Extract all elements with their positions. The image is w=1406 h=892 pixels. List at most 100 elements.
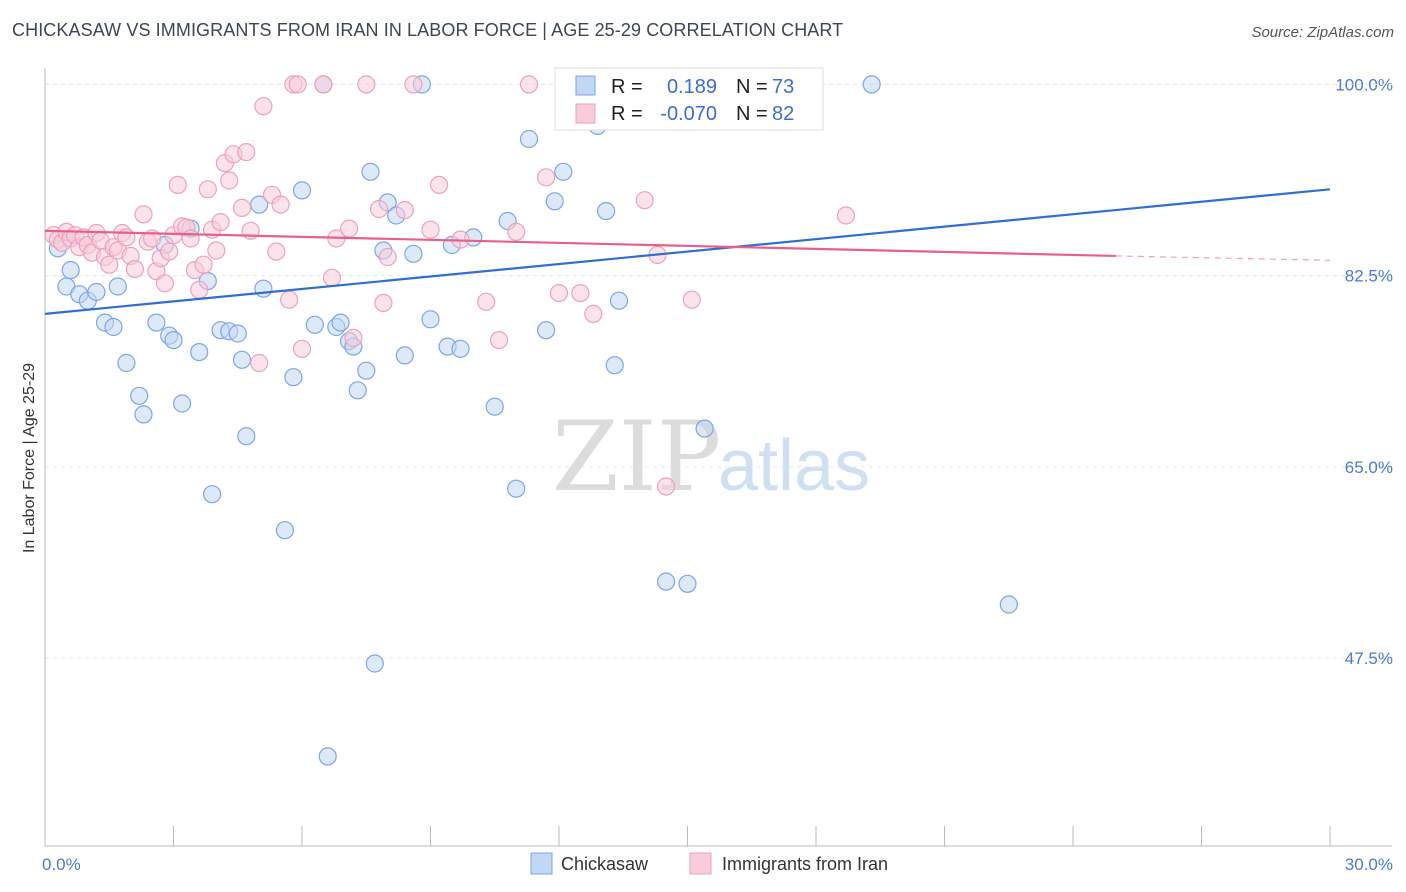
point-chickasaw	[318, 747, 337, 766]
point-iran	[322, 268, 342, 287]
point-iran	[656, 477, 676, 496]
y-tick-label: 47.5%	[1345, 649, 1393, 668]
point-chickasaw	[147, 313, 166, 332]
point-iran	[190, 280, 209, 299]
point-chickasaw	[862, 75, 881, 94]
point-chickasaw	[104, 317, 123, 337]
legend-n-value-1: 73	[772, 76, 794, 98]
axes: 0.0% 30.0%	[42, 68, 1393, 874]
chart-title: CHICKASAW VS IMMIGRANTS FROM IRAN IN LAB…	[12, 20, 844, 40]
point-chickasaw	[404, 244, 423, 263]
legend-r-label-2: R =	[611, 103, 643, 125]
grid-lines: 100.0% 82.5% 65.0% 47.5%	[45, 75, 1393, 668]
point-iran	[357, 75, 376, 94]
y-tick-label: 65.0%	[1345, 458, 1393, 477]
point-chickasaw	[305, 315, 324, 334]
trend-line-iran	[44, 229, 1116, 258]
point-iran	[194, 255, 213, 274]
x-tick-label-max: 30.0%	[1345, 855, 1393, 874]
point-chickasaw	[87, 282, 106, 302]
point-chickasaw	[507, 479, 526, 498]
point-chickasaw	[357, 361, 376, 380]
point-chickasaw	[519, 129, 539, 149]
point-chickasaw	[348, 381, 367, 400]
legend-n-label-2: N =	[736, 103, 768, 125]
point-iran	[635, 191, 654, 210]
series-legend-chickasaw: Chickasaw	[561, 854, 649, 874]
point-iran	[220, 171, 239, 190]
point-iran	[584, 304, 603, 323]
watermark-zip: ZIP	[552, 401, 721, 513]
point-chickasaw	[232, 350, 252, 369]
watermark-atlas: atlas	[718, 426, 870, 506]
point-iran	[211, 213, 230, 232]
point-chickasaw	[173, 394, 192, 413]
point-chickasaw	[605, 356, 624, 375]
point-chickasaw	[237, 427, 256, 446]
point-chickasaw	[203, 485, 222, 504]
point-iran	[536, 168, 556, 187]
series-legend: Chickasaw Immigrants from Iran	[530, 852, 888, 875]
point-iran	[395, 201, 414, 220]
point-iran	[117, 228, 136, 247]
point-iran	[250, 353, 269, 373]
legend-n-label-1: N =	[736, 76, 768, 98]
point-chickasaw	[656, 572, 676, 591]
point-iran	[344, 328, 363, 347]
point-iran	[292, 339, 312, 358]
y-axis-label: In Labor Force | Age 25-29	[21, 363, 38, 553]
legend: R = 0.189 N = 73 R = -0.070 N = 82	[554, 67, 824, 131]
point-chickasaw	[451, 339, 470, 358]
point-iran	[125, 260, 144, 279]
data-points	[44, 75, 1018, 766]
trend-line-iran-extension	[1115, 255, 1331, 261]
series-legend-swatch-chickasaw	[530, 852, 553, 875]
point-chickasaw	[117, 353, 136, 373]
point-iran	[489, 331, 509, 350]
point-iran	[237, 143, 256, 162]
point-iran	[207, 241, 226, 260]
point-iran	[271, 195, 290, 214]
point-iran	[477, 292, 496, 311]
legend-r-label-1: R =	[611, 76, 643, 98]
point-chickasaw	[275, 521, 294, 540]
point-chickasaw	[254, 279, 273, 298]
point-chickasaw	[554, 162, 573, 181]
legend-r-value-2: -0.070	[660, 103, 717, 125]
point-iran	[404, 75, 423, 94]
series-legend-iran: Immigrants from Iran	[722, 854, 888, 874]
point-iran	[519, 75, 539, 94]
point-iran	[168, 175, 187, 194]
point-chickasaw	[421, 310, 440, 329]
point-iran	[181, 229, 200, 248]
point-iran	[549, 284, 569, 303]
legend-swatch-iran	[575, 103, 596, 124]
source-label: Source: ZipAtlas.com	[1251, 24, 1394, 41]
point-iran	[155, 274, 174, 293]
point-chickasaw	[190, 343, 209, 362]
point-iran	[836, 206, 856, 225]
point-iran	[374, 293, 393, 312]
point-chickasaw	[485, 397, 504, 416]
point-iran	[134, 205, 153, 224]
x-tick-label-min: 0.0%	[42, 855, 81, 874]
y-tick-label: 100.0%	[1335, 75, 1393, 94]
point-iran	[370, 199, 389, 219]
point-iran	[254, 97, 273, 116]
point-chickasaw	[292, 181, 312, 200]
point-chickasaw	[250, 195, 269, 214]
legend-r-value-1: 0.189	[667, 76, 717, 98]
trend-lines	[44, 188, 1331, 315]
point-iran	[267, 242, 286, 261]
point-iran	[198, 180, 217, 199]
legend-n-value-2: 82	[772, 103, 794, 125]
point-iran	[507, 222, 526, 241]
point-iran	[430, 175, 449, 194]
point-iran	[280, 290, 299, 309]
point-chickasaw	[284, 368, 303, 387]
point-chickasaw	[130, 386, 149, 405]
point-iran	[421, 220, 440, 239]
point-chickasaw	[596, 202, 616, 221]
point-chickasaw	[365, 654, 384, 673]
